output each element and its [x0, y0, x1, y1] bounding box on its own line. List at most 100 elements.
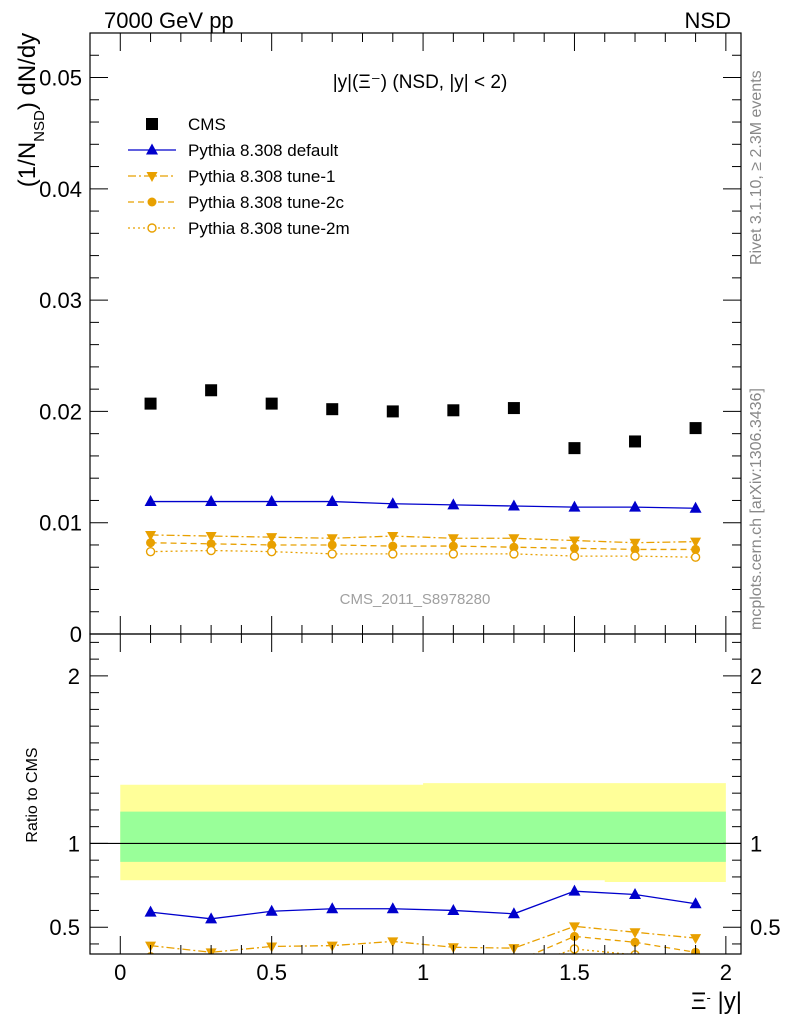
data-point [144, 495, 157, 507]
data-point [568, 884, 581, 896]
series-pythia-8-308-default [144, 495, 702, 513]
data-point [328, 965, 336, 973]
y-tick-label: 0.5 [49, 915, 80, 940]
data-point [146, 538, 156, 548]
data-point [689, 422, 702, 435]
data-point [510, 965, 518, 973]
ratio-series-pythia-8-308-default [144, 884, 702, 924]
data-point [509, 542, 519, 552]
series-cms [144, 384, 702, 455]
watermark: CMS_2011_S8978280 [340, 591, 491, 608]
data-point [326, 534, 338, 545]
legend: CMS Pythia 8.308 default Pythia 8.308 tune… [128, 115, 350, 238]
data-point [386, 902, 399, 914]
data-point [689, 897, 702, 909]
data-point [206, 545, 216, 556]
data-point [265, 495, 278, 507]
data-point [386, 405, 399, 418]
data-point [389, 963, 397, 971]
legend-marker [146, 118, 158, 130]
ratio-frame [89, 633, 742, 955]
data-point [630, 544, 640, 554]
header-left: 7000 GeV pp [104, 8, 234, 33]
data-point [630, 937, 640, 947]
data-point [328, 956, 337, 965]
x-tick-label: 0.5 [256, 960, 287, 985]
data-point [266, 533, 278, 544]
series-pythia-8-308-tune-1 [145, 530, 702, 549]
main-ylabel: (1/NNSD) dN/dy [14, 33, 48, 187]
data-point [386, 497, 399, 509]
ratio-ylabel: Ratio to CMS [24, 747, 41, 842]
data-point [629, 435, 642, 448]
mcplots-label: mcplots.cern.ch [arXiv:1306.3436] [748, 388, 765, 630]
header-right: NSD [685, 8, 731, 33]
data-point [326, 495, 339, 507]
y-tick-label: 0.03 [39, 288, 82, 313]
data-point [267, 540, 277, 550]
y-tick-label-right: 2 [750, 664, 762, 689]
data-point [629, 500, 642, 512]
rivet-label: Rivet 3.1.10, ≥ 2.3M events [748, 70, 765, 265]
data-point [447, 498, 460, 510]
ratio-xlabel: Ξ- |y| [691, 988, 742, 1015]
data-point [388, 549, 398, 559]
data-point [145, 530, 157, 541]
main-panel: 0 0.01 0.02 0.03 0.04 0.05 |y|(Ξ⁻) (NSD, |y| … [14, 32, 742, 647]
data-point [205, 495, 218, 507]
data-point [206, 539, 216, 549]
data-point [207, 965, 215, 973]
data-point [147, 962, 155, 970]
legend-label: Pythia 8.308 tune-1 [188, 167, 335, 186]
data-point [449, 956, 458, 965]
data-point [447, 903, 460, 915]
y-tick-label: 2 [68, 664, 80, 689]
data-point [447, 534, 459, 545]
x-tick-label: 1 [417, 960, 429, 985]
data-point [265, 904, 278, 916]
legend-item: Pythia 8.308 default [128, 141, 339, 160]
y-tick-label: 0 [70, 622, 82, 647]
data-point [630, 551, 640, 561]
data-point [690, 552, 701, 562]
band-inner [120, 811, 726, 862]
legend-item: Pythia 8.308 tune-1 [128, 167, 335, 186]
data-point [205, 532, 217, 543]
data-point [690, 537, 702, 548]
data-point [391, 953, 395, 954]
data-point [144, 397, 157, 410]
data-point [568, 536, 580, 547]
x-tick-label: 1.5 [559, 960, 590, 985]
legend-label: Pythia 8.308 default [188, 141, 339, 160]
data-point [326, 902, 339, 914]
data-point [692, 957, 700, 965]
series-line [150, 534, 696, 544]
y-tick-label: 0.02 [39, 399, 82, 424]
data-point [629, 928, 641, 939]
series-line [150, 549, 696, 558]
data-point [507, 402, 520, 415]
data-point [507, 499, 520, 511]
data-point [509, 549, 519, 559]
legend-marker [147, 197, 157, 207]
data-point [207, 956, 216, 965]
data-point [569, 543, 579, 553]
y-tick-label: 0.01 [39, 511, 82, 536]
data-point [388, 541, 398, 551]
data-point [691, 544, 701, 554]
data-point [327, 540, 337, 550]
y-tick-label-right: 0.5 [750, 915, 781, 940]
data-point [266, 546, 277, 557]
legend-label: CMS [188, 115, 226, 134]
ratio-panel: 0.5 0.5 1 1 2 2 0 0.5 1 1.5 2 Ratio to CMS Ξ- |y| [24, 633, 781, 1015]
data-point [629, 538, 641, 549]
data-point [568, 500, 581, 512]
series-pythia-8-308-tune-2m [145, 545, 701, 562]
legend-label: Pythia 8.308 tune-2c [188, 193, 344, 212]
series-line [150, 500, 696, 509]
legend-item: Pythia 8.308 tune-2m [128, 219, 350, 238]
series-line [150, 542, 696, 551]
y-tick-label: 1 [68, 831, 80, 856]
data-point [507, 907, 520, 919]
